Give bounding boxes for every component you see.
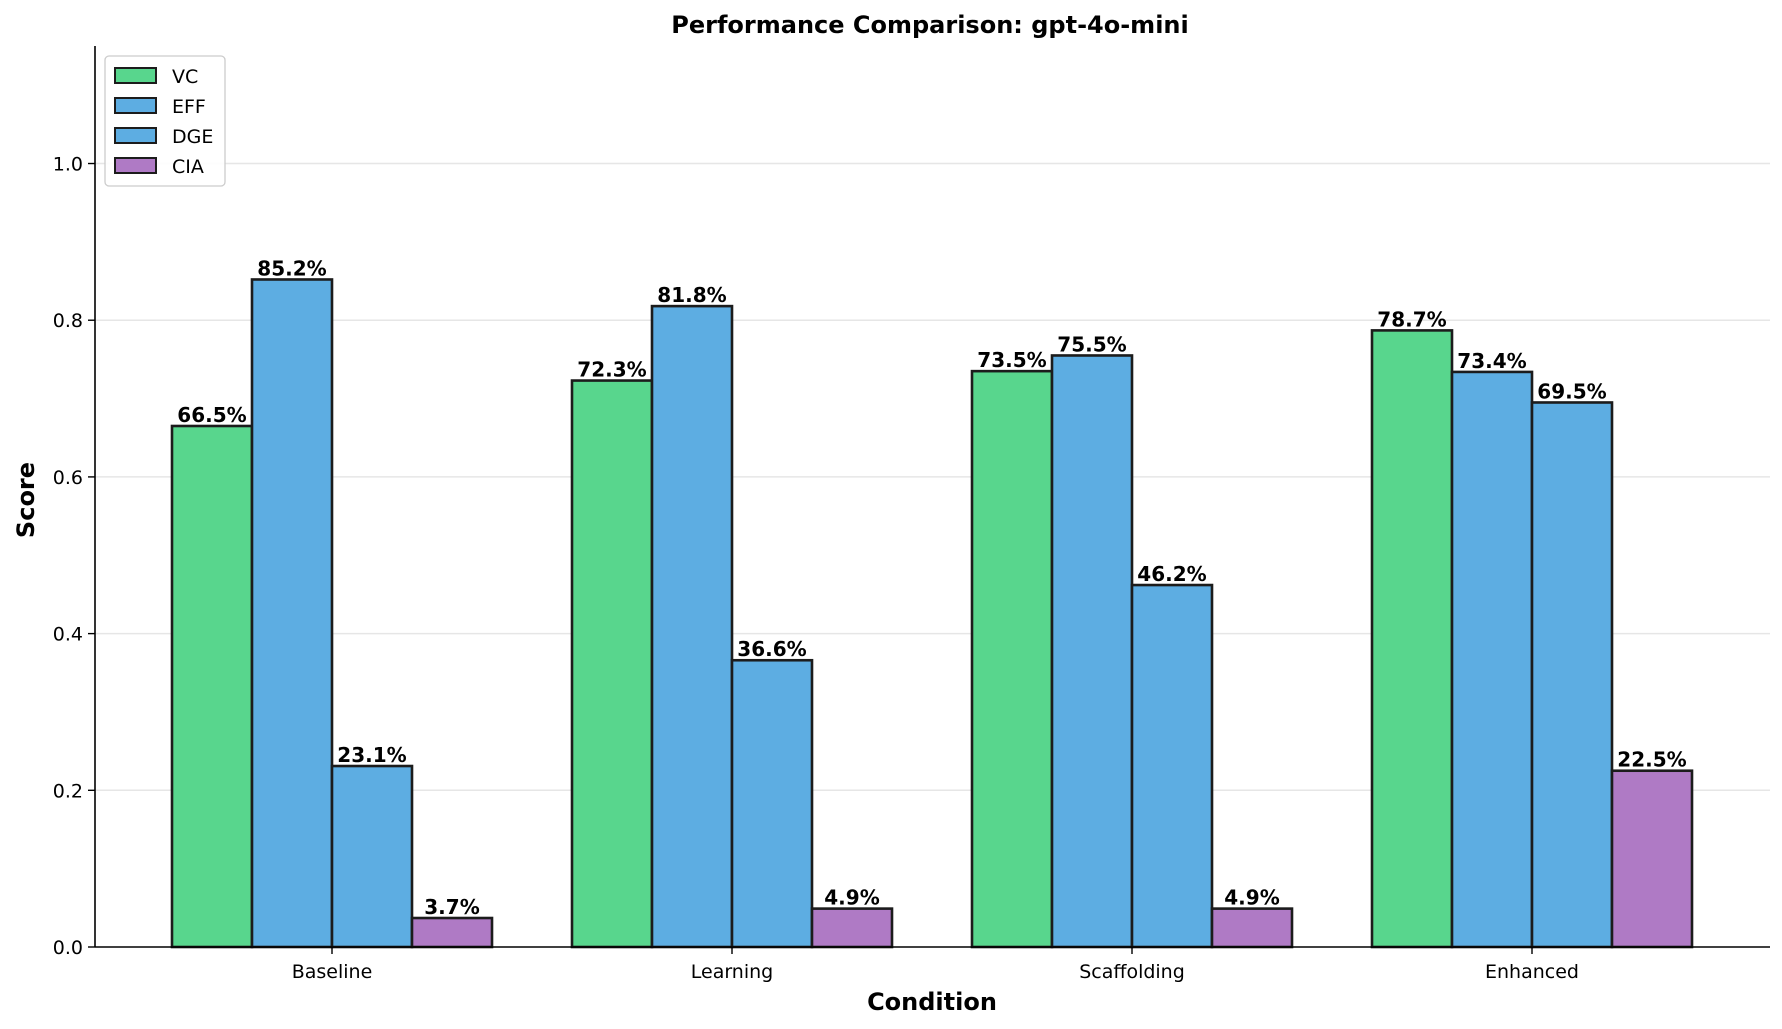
data-label: 81.8% <box>657 283 726 307</box>
bar-vc <box>1370 329 1454 949</box>
data-label: 72.3% <box>577 358 646 382</box>
bar-dge <box>330 764 414 949</box>
data-label: 69.5% <box>1537 379 1606 403</box>
bar-dge <box>1130 583 1214 949</box>
bar-vc <box>570 379 654 949</box>
data-label: 22.5% <box>1617 748 1686 772</box>
data-label: 85.2% <box>257 256 326 280</box>
y-tick-label: 0.4 <box>53 624 83 646</box>
data-label: 73.4% <box>1457 349 1526 373</box>
data-label: 66.5% <box>177 403 246 427</box>
bar-eff <box>650 304 734 949</box>
bar-vc <box>970 369 1054 949</box>
bar-vc <box>170 424 254 949</box>
data-label: 4.9% <box>1224 886 1279 910</box>
legend-swatch <box>114 127 157 144</box>
data-label: 75.5% <box>1057 332 1126 356</box>
data-label: 36.6% <box>737 637 806 661</box>
data-label: 23.1% <box>337 743 406 767</box>
data-label: 3.7% <box>424 895 479 919</box>
legend-label: CIA <box>172 156 204 178</box>
legend: VC EFF DGE CIA <box>104 55 226 187</box>
y-tick-label: 1.0 <box>53 154 83 176</box>
x-tick-label: Enhanced <box>1485 961 1579 983</box>
data-label: 73.5% <box>977 348 1046 372</box>
data-label: 4.9% <box>824 886 879 910</box>
y-tick-label: 0.8 <box>53 310 83 332</box>
axes <box>94 46 1770 948</box>
data-label: 46.2% <box>1137 562 1206 586</box>
bars <box>170 278 1694 949</box>
y-tick-label: 0.6 <box>53 467 83 489</box>
x-axis-title: Condition <box>867 988 997 1016</box>
bar-cia <box>810 907 894 949</box>
y-tick-label: 0.2 <box>53 780 83 802</box>
legend-box <box>104 55 226 187</box>
bar-eff <box>250 278 334 949</box>
data-labels: 66.5% 85.2% 23.1% 3.7% 72.3% 81.8% 36.6% 4.9% 73… <box>177 256 1686 919</box>
x-tick-label: Scaffolding <box>1079 961 1185 983</box>
legend-swatch <box>114 67 157 84</box>
bar-cia <box>1210 907 1294 949</box>
legend-swatch <box>114 97 157 114</box>
legend-swatch <box>114 157 157 174</box>
y-axis-title: Score <box>12 462 40 538</box>
bar-eff <box>1050 354 1134 949</box>
y-ticks: 0.0 0.2 0.4 0.6 0.8 1.0 <box>53 154 95 959</box>
chart-title: Performance Comparison: gpt-4o-mini <box>671 11 1188 39</box>
data-label: 78.7% <box>1377 307 1446 331</box>
bar-cia <box>1610 769 1694 949</box>
y-tick-label: 0.0 <box>53 937 83 959</box>
x-tick-label: Learning <box>691 961 774 983</box>
bar-eff <box>1450 370 1534 949</box>
legend-label: DGE <box>172 126 213 148</box>
legend-label: EFF <box>172 96 206 118</box>
x-tick-label: Baseline <box>292 961 373 983</box>
bar-cia <box>410 916 494 949</box>
bar-dge <box>1530 401 1614 949</box>
bar-dge <box>730 658 814 949</box>
legend-label: VC <box>172 66 198 88</box>
x-ticks: Baseline Learning Scaffolding Enhanced <box>292 947 1579 983</box>
